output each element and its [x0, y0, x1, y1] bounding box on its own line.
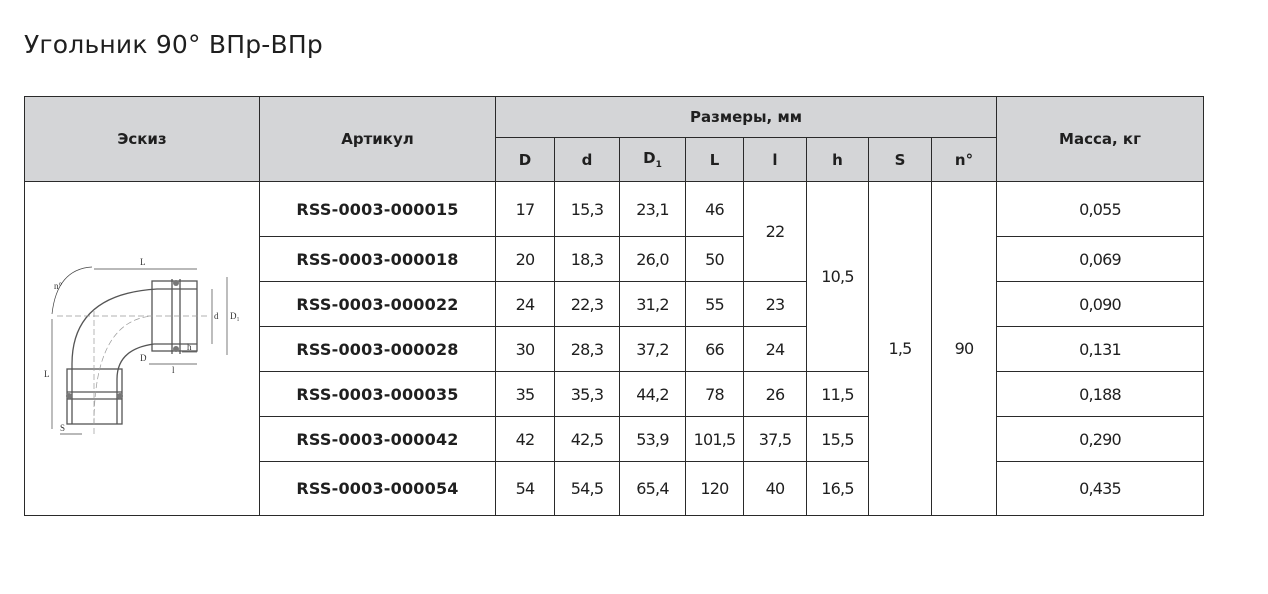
header-mass: Масса, кг: [996, 96, 1204, 182]
table-row: RSS-0003-000022 24 22,3 31,2 55 23 0,090: [25, 281, 1204, 327]
article-cell: RSS-0003-000035: [259, 371, 496, 417]
article-cell: RSS-0003-000054: [259, 461, 496, 516]
cell-D1: 53,9: [619, 416, 686, 462]
table-row: RSS-0003-000018 20 18,3 26,0 50 0,069: [25, 236, 1204, 282]
header-D1: D1: [619, 137, 686, 182]
cell-d: 42,5: [554, 416, 620, 462]
cell-L: 101,5: [685, 416, 744, 462]
cell-D: 54: [495, 461, 555, 516]
cell-D1: 37,2: [619, 326, 686, 372]
elbow-sketch-image: L L d D₁ D h l S n°: [44, 257, 240, 434]
article-cell: RSS-0003-000042: [259, 416, 496, 462]
page-title: Угольник 90° ВПр-ВПр: [24, 30, 323, 59]
cell-D: 35: [495, 371, 555, 417]
cell-D1: 23,1: [619, 181, 686, 237]
spec-table: Эскиз Артикул Размеры, мм Масса, кг D d …: [24, 96, 1204, 516]
header-dimensions: Размеры, мм: [495, 96, 997, 138]
table-row: RSS-0003-000028 30 28,3 37,2 66 24 0,131: [25, 326, 1204, 372]
cell-D: 20: [495, 236, 555, 282]
cell-D1: 44,2: [619, 371, 686, 417]
cell-D: 30: [495, 326, 555, 372]
cell-d: 18,3: [554, 236, 620, 282]
header-D: D: [495, 137, 555, 182]
sketch-label-L-side: L: [44, 369, 50, 379]
cell-S: 1,5: [868, 181, 932, 516]
table-row: L L d D₁ D h l S n° RSS-0003-000015 17 1…: [24, 181, 1204, 516]
cell-n: 90: [931, 181, 997, 516]
cell-mass: 0,090: [996, 281, 1204, 327]
cell-l: 40: [743, 461, 807, 516]
cell-d: 35,3: [554, 371, 620, 417]
cell-d: 15,3: [554, 181, 620, 237]
sketch-label-L-top: L: [140, 257, 146, 267]
cell-l: 26: [743, 371, 807, 417]
table-row: RSS-0003-000042 42 42,5 53,9 101,5 37,5 …: [25, 416, 1204, 462]
cell-L: 66: [685, 326, 744, 372]
sketch-label-n: n°: [54, 281, 63, 291]
header-d: d: [554, 137, 620, 182]
cell-l: 22: [743, 181, 807, 282]
sketch-label-D1: D₁: [230, 311, 240, 321]
cell-mass: 0,435: [996, 461, 1204, 516]
cell-D: 17: [495, 181, 555, 237]
article-cell: RSS-0003-000018: [259, 236, 496, 282]
cell-l: 24: [743, 326, 807, 372]
header-article: Артикул: [259, 96, 496, 182]
cell-h: 11,5: [806, 371, 869, 417]
cell-l: 37,5: [743, 416, 807, 462]
cell-l: 23: [743, 281, 807, 327]
cell-L: 50: [685, 236, 744, 282]
cell-D: 24: [495, 281, 555, 327]
cell-d: 28,3: [554, 326, 620, 372]
header-h: h: [806, 137, 869, 182]
sketch-label-l: l: [172, 365, 175, 375]
cell-mass: 0,290: [996, 416, 1204, 462]
cell-h: 10,5: [806, 181, 869, 372]
sketch-label-d: d: [214, 311, 219, 321]
cell-mass: 0,188: [996, 371, 1204, 417]
sketch-cell: L L d D₁ D h l S n°: [24, 181, 260, 516]
sketch-label-h: h: [187, 342, 192, 352]
cell-h: 15,5: [806, 416, 869, 462]
header-n: n°: [931, 137, 997, 182]
header-sketch: Эскиз: [24, 96, 260, 182]
article-cell: RSS-0003-000022: [259, 281, 496, 327]
cell-mass: 0,131: [996, 326, 1204, 372]
table-row: RSS-0003-000035 35 35,3 44,2 78 26 11,5 …: [25, 371, 1204, 417]
cell-D1: 31,2: [619, 281, 686, 327]
cell-d: 54,5: [554, 461, 620, 516]
cell-mass: 0,069: [996, 236, 1204, 282]
header-l: l: [743, 137, 807, 182]
article-cell: RSS-0003-000028: [259, 326, 496, 372]
cell-mass: 0,055: [996, 181, 1204, 237]
cell-D: 42: [495, 416, 555, 462]
article-cell: RSS-0003-000015: [259, 181, 496, 237]
cell-D1: 26,0: [619, 236, 686, 282]
header-S: S: [868, 137, 932, 182]
cell-h: 16,5: [806, 461, 869, 516]
cell-L: 46: [685, 181, 744, 237]
cell-d: 22,3: [554, 281, 620, 327]
cell-L: 78: [685, 371, 744, 417]
header-L: L: [685, 137, 744, 182]
sketch-label-D: D: [140, 353, 147, 363]
cell-L: 55: [685, 281, 744, 327]
table-row: RSS-0003-000054 54 54,5 65,4 120 40 16,5…: [25, 461, 1204, 516]
sketch-label-S: S: [60, 423, 65, 433]
cell-D1: 65,4: [619, 461, 686, 516]
cell-L: 120: [685, 461, 744, 516]
